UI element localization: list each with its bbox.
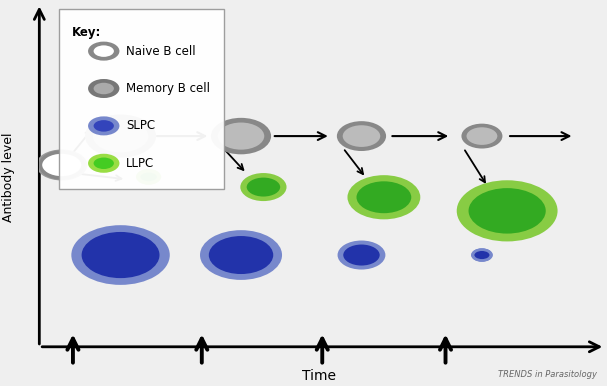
Text: Memory B cell: Memory B cell — [126, 82, 210, 95]
Circle shape — [200, 230, 282, 280]
Circle shape — [473, 250, 491, 261]
Circle shape — [92, 44, 115, 58]
Circle shape — [342, 243, 381, 267]
Text: Antibody level: Antibody level — [2, 132, 15, 222]
Circle shape — [337, 240, 385, 269]
Text: LLPC: LLPC — [126, 157, 154, 170]
Circle shape — [465, 126, 499, 146]
Circle shape — [85, 115, 156, 157]
Circle shape — [341, 124, 382, 148]
Circle shape — [72, 225, 170, 285]
Circle shape — [92, 156, 115, 170]
Text: Time: Time — [302, 369, 336, 383]
Circle shape — [471, 249, 493, 262]
Circle shape — [208, 235, 274, 276]
Circle shape — [216, 121, 266, 151]
Circle shape — [347, 175, 420, 219]
Text: SLPC: SLPC — [126, 119, 155, 132]
Circle shape — [467, 186, 548, 235]
Circle shape — [88, 154, 120, 173]
Circle shape — [136, 169, 161, 185]
Circle shape — [80, 230, 161, 279]
Text: Naive B cell: Naive B cell — [126, 45, 196, 58]
Circle shape — [88, 116, 120, 135]
Circle shape — [41, 152, 83, 178]
Circle shape — [240, 173, 287, 201]
Circle shape — [461, 124, 503, 149]
Text: Key:: Key: — [72, 25, 101, 39]
Circle shape — [211, 118, 271, 154]
Circle shape — [456, 180, 558, 241]
Circle shape — [92, 82, 115, 95]
Circle shape — [354, 179, 413, 215]
Circle shape — [88, 79, 120, 98]
Text: TRENDS in Parasitology: TRENDS in Parasitology — [498, 370, 597, 379]
Circle shape — [337, 121, 386, 151]
Circle shape — [92, 119, 150, 154]
Circle shape — [88, 42, 120, 61]
FancyBboxPatch shape — [59, 8, 224, 189]
Circle shape — [36, 149, 87, 181]
Circle shape — [92, 119, 115, 133]
Circle shape — [138, 171, 158, 183]
Circle shape — [245, 176, 282, 198]
